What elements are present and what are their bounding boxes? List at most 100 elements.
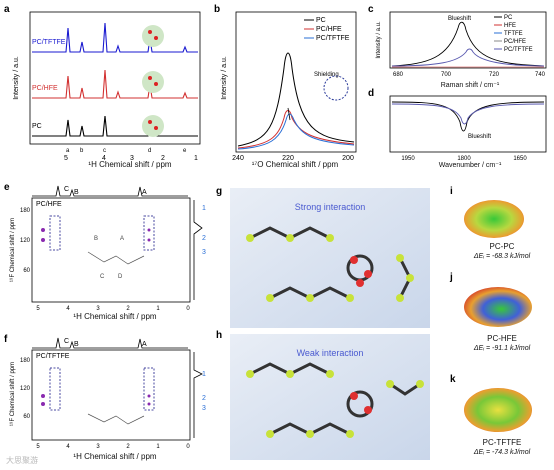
panel-c-raman-chart: Intensity / a.u. Blueshift PC HFE TFTFE … — [376, 11, 547, 78]
svg-text:2: 2 — [161, 155, 165, 162]
panel-k-name: PC-TFTFE — [482, 438, 522, 447]
svg-text:1: 1 — [202, 205, 206, 212]
svg-text:4: 4 — [66, 444, 70, 450]
svg-text:1650: 1650 — [513, 156, 527, 162]
ir-curve-1 — [391, 101, 545, 132]
svg-text:4: 4 — [66, 306, 70, 312]
panel-f-right-projection — [193, 352, 203, 438]
panel-c-xlabel: Raman shift / cm⁻¹ — [440, 82, 500, 89]
svg-text:2: 2 — [126, 306, 130, 312]
svg-text:200: 200 — [342, 155, 354, 162]
panel-f-xlabel: ¹H Chemical shift / ppm — [73, 452, 157, 461]
panel-e-ylabel: ¹⁹F Chemical shift / ppm — [9, 218, 16, 282]
svg-text:C: C — [64, 338, 69, 345]
svg-text:1: 1 — [202, 371, 206, 378]
svg-text:740: 740 — [535, 72, 546, 78]
svg-text:C: C — [64, 186, 69, 193]
svg-text:120: 120 — [20, 386, 31, 392]
panel-b-xticks: 240 220 200 — [232, 155, 354, 162]
panel-g-title: Strong interaction — [295, 202, 366, 212]
svg-text:3: 3 — [202, 249, 206, 256]
panel-d-letter: d — [368, 88, 375, 99]
panel-d-xlabel: Wavenumber / cm⁻¹ — [438, 162, 502, 169]
panel-a-series-pc-hfe: PC/HFE — [32, 85, 58, 92]
svg-text:3: 3 — [130, 155, 134, 162]
svg-text:A: A — [120, 236, 124, 242]
panel-e-inner-label: PC/HFE — [36, 201, 62, 208]
panel-d-annotation: Blueshift — [468, 134, 491, 140]
svg-text:5: 5 — [64, 155, 68, 162]
svg-text:1800: 1800 — [457, 156, 471, 162]
svg-text:B: B — [74, 189, 79, 196]
molecule-atoms — [148, 30, 158, 130]
svg-text:PC/HFE: PC/HFE — [316, 26, 342, 33]
panel-b-o17-chart: Intensity / a.u. PC PC/HFE PC/TFTFE Shie… — [221, 11, 357, 162]
svg-text:A: A — [142, 341, 147, 348]
svg-text:PC/TFTFE: PC/TFTFE — [316, 35, 350, 42]
svg-text:2: 2 — [202, 395, 206, 402]
curve-pc-hfe — [237, 110, 355, 149]
panel-e-molecule — [87, 251, 145, 265]
panel-a-ylabel: Intensity / a.u. — [13, 56, 20, 100]
panel-f-top-projection — [32, 337, 188, 349]
panel-b-annotation: Shielding — [314, 72, 339, 78]
panel-f-yticks: 180 120 60 — [20, 358, 31, 420]
svg-text:3: 3 — [202, 405, 206, 412]
molecule-circle-1 — [142, 25, 164, 47]
raman-pc-tftfe — [391, 48, 545, 67]
panel-j-energy: ΔEᵢ = -91.1 kJ/mol — [473, 345, 531, 352]
svg-text:e: e — [183, 148, 187, 154]
svg-text:180: 180 — [20, 358, 31, 364]
panel-f-hoesy-chart: C B A ¹⁹F Chemical shift / ppm PC/TFTFE … — [9, 337, 206, 450]
panel-h-letter: h — [216, 330, 223, 341]
svg-text:120: 120 — [20, 238, 31, 244]
spectrum-pc — [32, 115, 198, 137]
svg-text:720: 720 — [489, 72, 500, 78]
panel-k-letter: k — [450, 374, 456, 385]
panel-e-box-right — [143, 215, 155, 251]
svg-text:180: 180 — [20, 208, 31, 214]
panel-b-ylabel: Intensity / a.u. — [221, 56, 228, 100]
shift-arrow — [287, 107, 291, 121]
svg-text:3: 3 — [96, 444, 100, 450]
panel-g-md-snapshot: Strong interaction — [230, 188, 430, 328]
panel-f-xticks: 5 4 3 2 1 0 — [36, 444, 190, 450]
svg-text:TFTFE: TFTFE — [504, 31, 523, 37]
panel-b-legend: PC PC/HFE PC/TFTFE — [304, 17, 350, 42]
svg-text:5: 5 — [36, 306, 40, 312]
svg-text:C: C — [100, 274, 105, 280]
watermark: 大思聚游 — [6, 456, 38, 465]
svg-text:3: 3 — [96, 306, 100, 312]
panel-c-legend: PC HFE TFTFE PC/HFE PC/TFTFE — [494, 15, 533, 53]
panel-e-right-marks: 1 2 3 — [202, 205, 206, 256]
panel-a-peak-marks: a b c d e — [66, 148, 187, 154]
panel-a-series-pc-tftfe: PC/TFTFE — [32, 39, 66, 46]
panel-d-xticks: 1950 1800 1650 — [401, 156, 527, 162]
panel-k-esp-map — [464, 388, 532, 432]
panel-f-ylabel: ¹⁹F Chemical shift / ppm — [9, 362, 16, 426]
panel-b-letter: b — [214, 4, 221, 15]
panel-f-crosspeaks — [41, 394, 151, 406]
panel-a-xticks: 5 4 3 2 1 — [64, 155, 198, 162]
panel-c-annotation: Blueshift — [448, 16, 471, 22]
curve-pc — [237, 52, 355, 147]
panel-j-letter: j — [450, 272, 453, 283]
panel-e-xlabel: ¹H Chemical shift / ppm — [73, 312, 157, 321]
svg-text:d: d — [148, 148, 151, 154]
svg-text:B: B — [74, 341, 79, 348]
panel-e-right-projection — [193, 200, 203, 300]
panel-h-molecules — [246, 362, 424, 438]
panel-e-mol-marks: B A C D — [94, 236, 124, 280]
panel-e-letter: e — [4, 182, 10, 193]
panel-f-top-marks: C B A — [64, 338, 147, 348]
svg-text:60: 60 — [23, 414, 30, 420]
svg-text:2: 2 — [202, 235, 206, 242]
molecule-circle-3 — [142, 115, 164, 137]
panel-h-title: Weak interaction — [297, 348, 364, 358]
panel-i-esp-map — [464, 200, 524, 238]
svg-text:PC: PC — [316, 17, 326, 24]
panel-a-xlabel: ¹H Chemical shift / ppm — [88, 160, 172, 169]
svg-text:c: c — [103, 148, 106, 154]
svg-text:b: b — [80, 148, 84, 154]
svg-text:a: a — [66, 148, 70, 154]
